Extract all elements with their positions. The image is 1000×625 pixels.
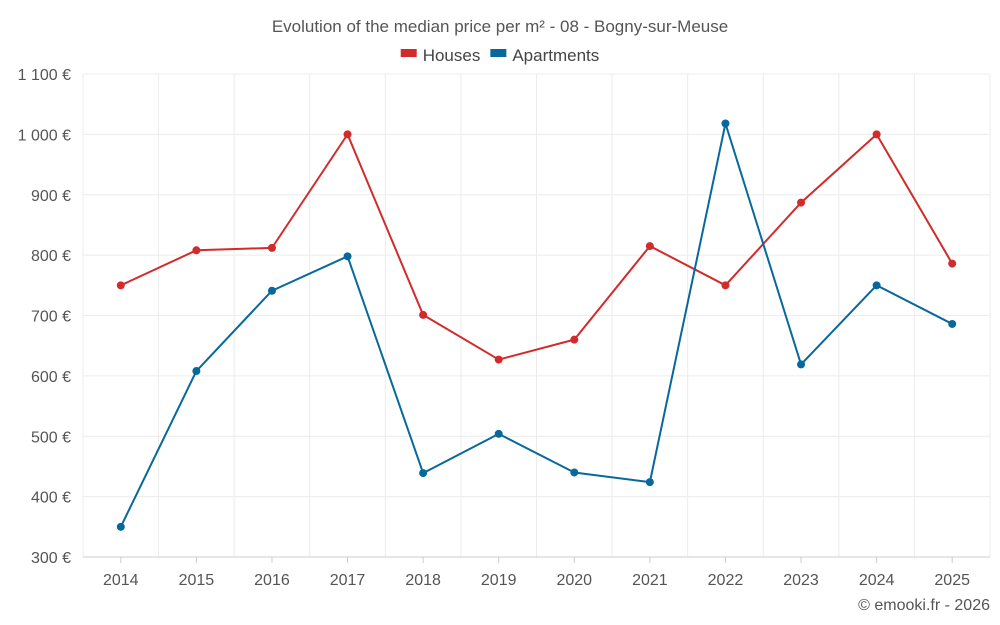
data-point-houses-2021 — [645, 242, 654, 251]
x-tick-label: 2018 — [405, 572, 441, 589]
x-tick-label: 2021 — [632, 572, 668, 589]
x-tick-label: 2023 — [783, 572, 819, 589]
data-point-houses-2014 — [116, 281, 125, 290]
grid — [82, 73, 991, 557]
legend: Houses Apartments — [400, 46, 599, 65]
data-point-apartments-2016 — [267, 286, 276, 295]
data-point-houses-2024 — [872, 130, 881, 139]
x-tick-label: 2022 — [708, 572, 744, 589]
data-point-houses-2015 — [192, 246, 201, 255]
data-point-apartments-2022 — [721, 119, 730, 128]
x-tick-label: 2019 — [481, 572, 517, 589]
data-point-apartments-2015 — [192, 367, 201, 376]
series-layer — [116, 119, 957, 531]
x-tick-label: 2015 — [179, 572, 215, 589]
legend-swatch-houses — [400, 49, 417, 57]
series-line-apartments — [119, 122, 953, 528]
data-point-apartments-2017 — [343, 252, 352, 261]
data-point-houses-2022 — [721, 281, 730, 290]
data-point-houses-2018 — [419, 310, 428, 319]
x-tick-label: 2024 — [859, 572, 895, 589]
data-point-apartments-2023 — [797, 360, 806, 369]
chart-title: Evolution of the median price per m² - 0… — [272, 17, 728, 36]
x-tick-label: 2016 — [254, 572, 290, 589]
data-point-apartments-2018 — [419, 469, 428, 478]
legend-swatch-apartments — [490, 49, 507, 57]
x-tick-label: 2014 — [103, 572, 139, 589]
data-point-houses-2023 — [797, 198, 806, 207]
axes: 300 € 400 € 500 € 600 € 700 € 800 € 900 € 1 000… — [18, 67, 990, 589]
legend-label-houses: Houses — [423, 46, 481, 65]
y-tick-label: 700 € — [31, 309, 71, 326]
data-point-houses-2025 — [948, 259, 957, 268]
x-tick-label: 2025 — [934, 572, 970, 589]
data-point-houses-2020 — [570, 335, 579, 344]
y-tick-label: 800 € — [31, 248, 71, 265]
x-tick-label: 2017 — [330, 572, 366, 589]
y-tick-label: 500 € — [31, 429, 71, 446]
data-point-houses-2017 — [343, 130, 352, 139]
y-tick-label: 400 € — [31, 490, 71, 507]
y-tick-label: 1 100 € — [18, 67, 71, 84]
data-point-apartments-2024 — [872, 281, 881, 290]
series-line-houses — [120, 133, 954, 361]
data-point-apartments-2019 — [494, 429, 503, 438]
data-point-houses-2019 — [494, 355, 503, 364]
data-point-apartments-2025 — [948, 319, 957, 328]
data-point-apartments-2021 — [645, 478, 654, 487]
data-point-houses-2016 — [267, 243, 276, 252]
y-tick-label: 900 € — [31, 188, 71, 205]
data-point-apartments-2014 — [116, 522, 125, 531]
data-point-apartments-2020 — [570, 468, 579, 477]
x-tick-label: 2020 — [556, 572, 592, 589]
credit-text: © emooki.fr - 2026 — [858, 597, 990, 614]
y-tick-label: 300 € — [31, 550, 71, 567]
y-tick-label: 1 000 € — [18, 127, 71, 144]
legend-label-apartments: Apartments — [512, 46, 599, 65]
y-tick-label: 600 € — [31, 369, 71, 386]
